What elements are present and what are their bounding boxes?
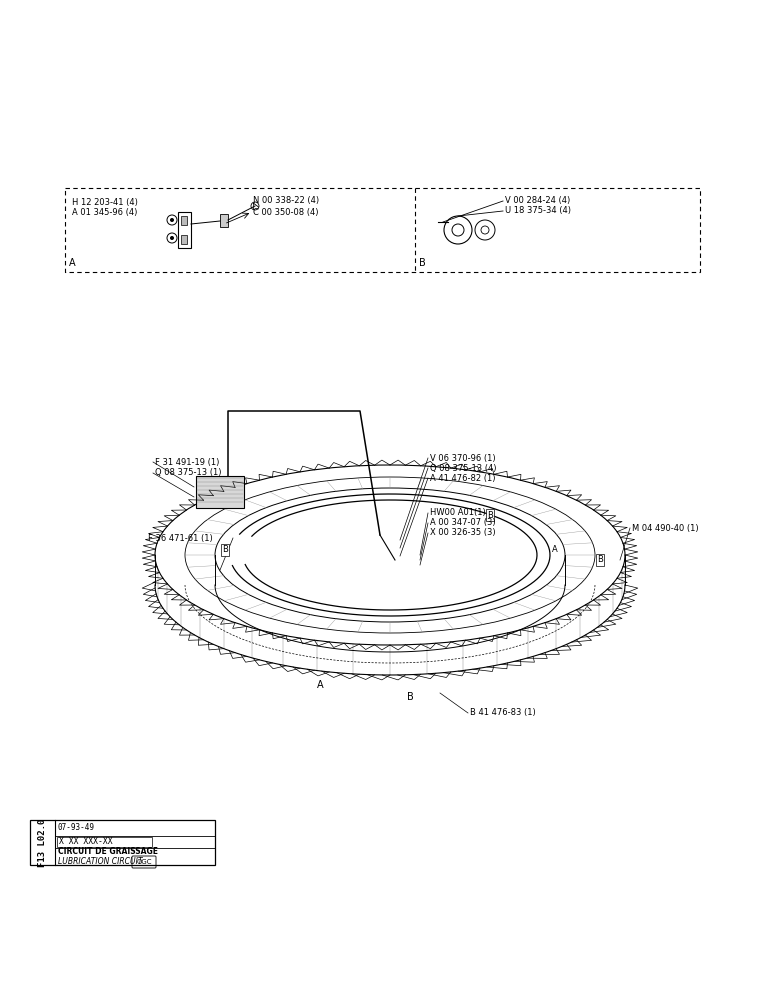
Bar [181,216,187,225]
Text: A 01 345-96 (4): A 01 345-96 (4) [72,208,137,217]
Text: V 00 284-24 (4): V 00 284-24 (4) [505,196,571,206]
Circle shape [170,236,174,240]
Bar [196,476,244,508]
Text: M 04 490-40 (1): M 04 490-40 (1) [632,524,699,532]
Text: CIRCUIT DE GRAISSAGE: CIRCUIT DE GRAISSAGE [58,848,158,856]
Text: A 00 347-07 (3): A 00 347-07 (3) [430,518,496,528]
Text: U 18 375-34 (4): U 18 375-34 (4) [505,207,571,216]
Text: Q 08 375-13 (4): Q 08 375-13 (4) [430,464,496,473]
Text: A 41 476-82 (1): A 41 476-82 (1) [430,474,496,483]
Text: OGC: OGC [136,859,152,865]
Bar [30,820,215,865]
Bar [220,214,228,227]
Circle shape [170,218,174,222]
Text: V 06 370-96 (1): V 06 370-96 (1) [430,454,496,462]
Text: A: A [69,258,76,268]
Bar [181,235,187,244]
Text: B 41 476-83 (1): B 41 476-83 (1) [470,708,536,718]
Text: B: B [407,692,413,702]
Text: A: A [552,546,558,554]
Text: N 00 338-22 (4): N 00 338-22 (4) [253,196,319,205]
Text: LUBRICATION CIRCUIT: LUBRICATION CIRCUIT [58,857,143,866]
Text: X 00 326-35 (3): X 00 326-35 (3) [430,528,496,538]
Text: F 31 491-19 (1): F 31 491-19 (1) [155,458,219,466]
Text: Q 08 375-13 (1): Q 08 375-13 (1) [155,468,222,478]
Text: B: B [419,258,425,268]
Text: 07-93-49: 07-93-49 [58,824,95,832]
Text: F 36 471-61 (1): F 36 471-61 (1) [148,534,213,542]
Bar [57,837,152,847]
Text: B: B [222,546,228,554]
Bar [178,212,191,248]
Text: A: A [317,680,323,690]
Text: C 00 350-08 (4): C 00 350-08 (4) [253,208,319,217]
Text: F13 L02.0: F13 L02.0 [38,818,47,867]
Text: B: B [597,556,603,564]
Text: X XX XXX-XX: X XX XXX-XX [59,838,113,846]
Text: HW00 A01(1): HW00 A01(1) [430,508,486,518]
Text: H 12 203-41 (4): H 12 203-41 (4) [72,198,138,207]
Text: B: B [487,510,493,520]
